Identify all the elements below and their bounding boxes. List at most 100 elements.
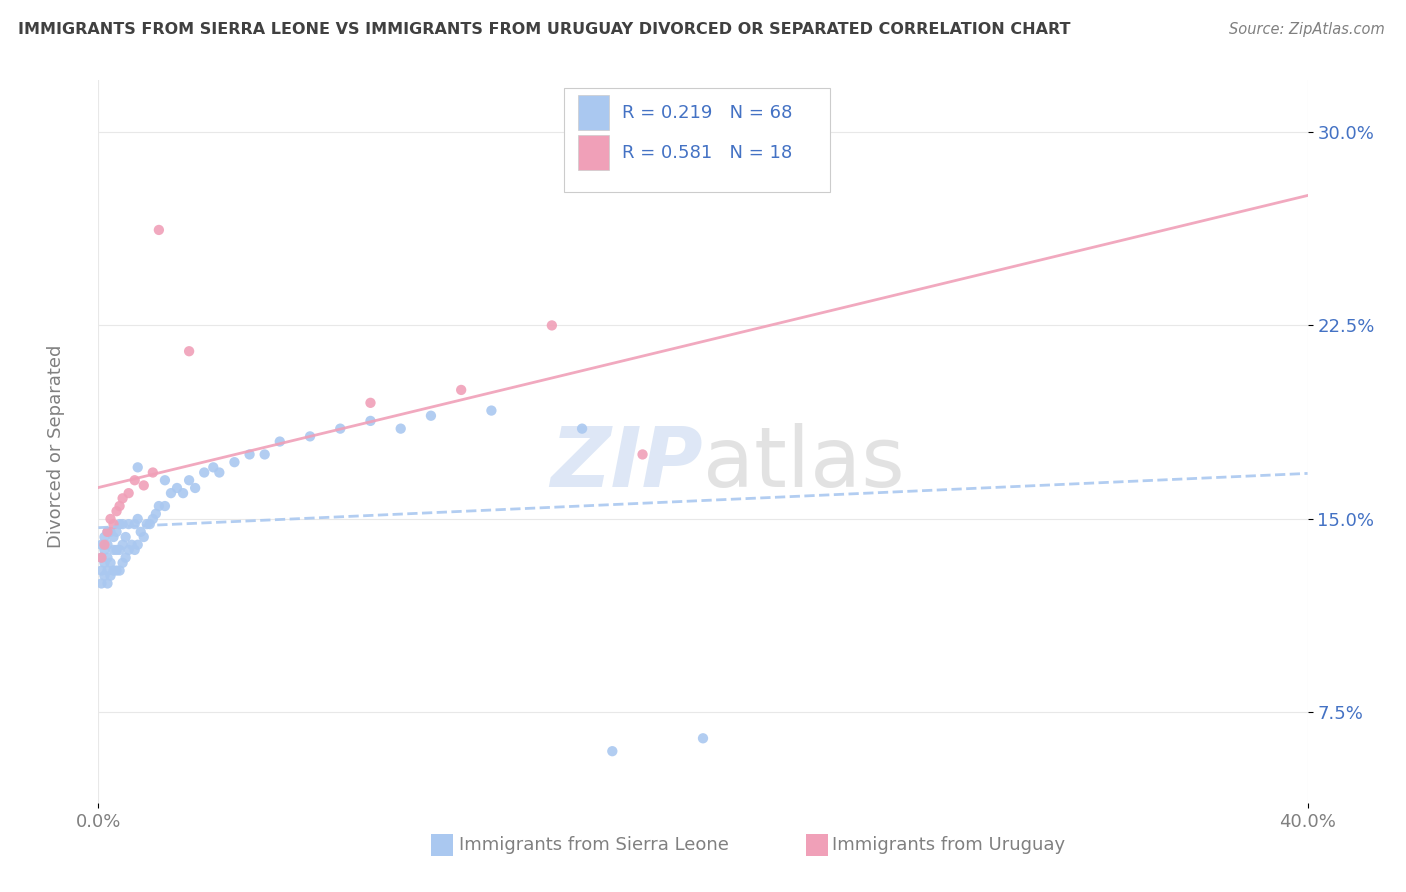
Point <box>108 499 131 513</box>
Point <box>90 564 112 578</box>
Point <box>166 481 188 495</box>
Point <box>114 530 136 544</box>
Point <box>103 517 125 532</box>
Point <box>253 447 276 461</box>
Point <box>100 556 122 570</box>
Point <box>96 550 118 565</box>
Point <box>148 223 170 237</box>
Point <box>96 524 118 539</box>
Point <box>90 550 112 565</box>
Point <box>239 447 262 461</box>
Point <box>93 556 115 570</box>
Point <box>329 422 352 436</box>
Point <box>139 517 162 532</box>
Bar <box>578 95 609 130</box>
Point <box>145 507 167 521</box>
Point <box>103 542 125 557</box>
Point <box>118 542 141 557</box>
Point <box>90 550 112 565</box>
Point <box>602 744 624 758</box>
Point <box>148 499 170 513</box>
Point <box>631 447 654 461</box>
Point <box>121 538 143 552</box>
Point <box>90 576 112 591</box>
Point <box>389 422 412 436</box>
Point <box>127 538 149 552</box>
Point <box>299 429 322 443</box>
Point <box>118 517 141 532</box>
Point <box>124 517 146 532</box>
Text: R = 0.219   N = 68: R = 0.219 N = 68 <box>621 103 793 122</box>
Point <box>103 530 125 544</box>
Point <box>108 564 131 578</box>
Point <box>360 396 382 410</box>
Point <box>269 434 291 449</box>
Point <box>179 344 201 359</box>
Point <box>93 530 115 544</box>
Point <box>420 409 443 423</box>
Point <box>193 466 215 480</box>
Point <box>108 542 131 557</box>
Text: atlas: atlas <box>703 423 904 504</box>
Bar <box>578 136 609 169</box>
Point <box>100 512 122 526</box>
Point <box>103 564 125 578</box>
Point <box>100 524 122 539</box>
Point <box>127 460 149 475</box>
Point <box>93 538 115 552</box>
Point <box>142 466 165 480</box>
Bar <box>432 834 453 855</box>
Bar <box>806 834 828 855</box>
Point <box>129 524 152 539</box>
Point <box>202 460 225 475</box>
Point <box>571 422 593 436</box>
Point <box>105 542 128 557</box>
Point <box>132 478 155 492</box>
Text: IMMIGRANTS FROM SIERRA LEONE VS IMMIGRANTS FROM URUGUAY DIVORCED OR SEPARATED CO: IMMIGRANTS FROM SIERRA LEONE VS IMMIGRAN… <box>18 22 1071 37</box>
Point <box>692 731 714 746</box>
Point <box>124 473 146 487</box>
Point <box>153 473 176 487</box>
Text: Immigrants from Sierra Leone: Immigrants from Sierra Leone <box>458 836 728 854</box>
Point <box>105 564 128 578</box>
Point <box>105 504 128 518</box>
Text: Divorced or Separated: Divorced or Separated <box>48 344 65 548</box>
Text: R = 0.581   N = 18: R = 0.581 N = 18 <box>621 144 792 161</box>
Point <box>450 383 472 397</box>
Point <box>360 414 382 428</box>
Point <box>105 524 128 539</box>
Point <box>160 486 183 500</box>
Point <box>111 491 134 506</box>
Point <box>172 486 194 500</box>
Point <box>153 499 176 513</box>
Point <box>96 564 118 578</box>
Text: Immigrants from Uruguay: Immigrants from Uruguay <box>832 836 1066 854</box>
Point <box>179 473 201 487</box>
Text: Source: ZipAtlas.com: Source: ZipAtlas.com <box>1229 22 1385 37</box>
Point <box>96 576 118 591</box>
Point <box>124 542 146 557</box>
Point <box>184 481 207 495</box>
Text: ZIP: ZIP <box>550 423 703 504</box>
FancyBboxPatch shape <box>564 87 830 193</box>
Point <box>100 568 122 582</box>
Point <box>96 538 118 552</box>
Point <box>111 538 134 552</box>
Point <box>114 550 136 565</box>
Point <box>108 517 131 532</box>
Point <box>224 455 246 469</box>
Point <box>96 524 118 539</box>
Point <box>118 486 141 500</box>
Point <box>540 318 562 333</box>
Point <box>208 466 231 480</box>
Point <box>111 556 134 570</box>
Point <box>90 538 112 552</box>
Point <box>142 512 165 526</box>
Point <box>111 517 134 532</box>
Point <box>93 542 115 557</box>
Point <box>481 403 503 417</box>
Point <box>127 512 149 526</box>
Point <box>135 517 157 532</box>
Point <box>132 530 155 544</box>
Point <box>93 568 115 582</box>
